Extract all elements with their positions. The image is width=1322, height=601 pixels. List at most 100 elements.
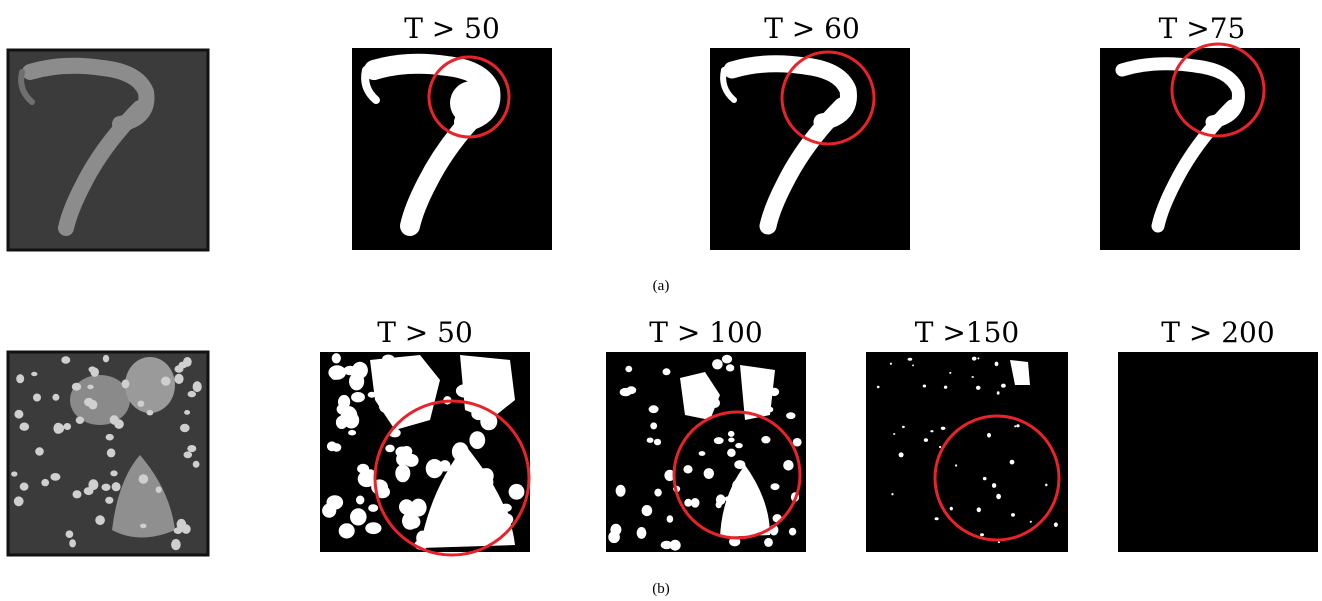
- cell-dot: [174, 527, 183, 534]
- cell-dot: [924, 438, 928, 442]
- threshold-a2: [710, 48, 910, 250]
- cell-dot: [187, 445, 196, 452]
- panel-title: T > 50: [404, 12, 500, 45]
- cell-dot: [1016, 424, 1019, 427]
- panel-title: T > 200: [1161, 316, 1274, 349]
- cell-dot: [498, 513, 513, 525]
- original-digit: [8, 50, 208, 250]
- cell-dot: [496, 385, 511, 397]
- cell-dot: [479, 491, 495, 510]
- cell-dot: [712, 359, 723, 369]
- threshold-b4: [1118, 352, 1318, 552]
- cell-dot: [50, 473, 60, 481]
- cell-dot: [714, 437, 724, 444]
- cell-dot: [358, 471, 376, 487]
- cell-dot: [625, 366, 632, 372]
- threshold-a3: [1100, 44, 1300, 250]
- cell-dot: [388, 390, 400, 402]
- cell-dot: [33, 394, 41, 402]
- cell-dot: [761, 436, 770, 443]
- panel-title: T > 50: [377, 316, 473, 349]
- cell-dot: [710, 398, 720, 408]
- cell-dot: [41, 479, 49, 486]
- cell-dot: [998, 541, 1000, 543]
- cell-dot: [385, 445, 394, 453]
- cell-dot: [771, 483, 780, 490]
- panel-title: T >75: [1159, 12, 1246, 45]
- cell-dot: [11, 471, 17, 476]
- cell-dot: [332, 443, 342, 451]
- cell-dot: [983, 477, 987, 480]
- cell-dot: [20, 423, 30, 431]
- cell-dot: [1010, 460, 1015, 465]
- cell-dot: [616, 485, 626, 497]
- cell-dot: [743, 383, 753, 394]
- cell-dot: [941, 427, 946, 430]
- cell-dot: [184, 410, 190, 415]
- cell-dot: [112, 482, 121, 491]
- cell-dot: [465, 529, 480, 545]
- cell-dot: [351, 392, 365, 402]
- cell-dot: [746, 521, 756, 531]
- cell-dot: [14, 496, 24, 506]
- cell-dot: [663, 368, 671, 375]
- cell-dot: [171, 539, 181, 550]
- cell-dot: [61, 356, 70, 363]
- cell-dot: [767, 377, 773, 382]
- cell-dot: [87, 385, 93, 390]
- cell-dot: [179, 362, 188, 369]
- cell-dot: [88, 479, 98, 490]
- cell-dot: [174, 374, 183, 384]
- cell-dot: [642, 505, 653, 516]
- cell-dot: [14, 410, 23, 419]
- cell-dot: [767, 407, 774, 413]
- cell-dot: [365, 522, 381, 534]
- cell-dot: [647, 438, 654, 443]
- cell-dot: [650, 422, 657, 429]
- cell-dot: [331, 371, 340, 380]
- cell-dot: [469, 431, 485, 449]
- cell-dot: [1054, 522, 1058, 527]
- cell-dot: [69, 539, 76, 547]
- panel-title: T > 100: [649, 316, 762, 349]
- cell-dot: [987, 433, 991, 438]
- cell-dot: [156, 486, 162, 493]
- cell-dot: [891, 493, 893, 495]
- cell-dot: [122, 379, 130, 388]
- cell-dot: [464, 465, 479, 476]
- cell-dot: [992, 483, 996, 488]
- cell-dot: [500, 504, 512, 512]
- cell-dot: [382, 355, 394, 364]
- cell-dot: [416, 531, 428, 546]
- threshold-a1: [352, 48, 552, 250]
- cell-dot: [509, 484, 525, 500]
- cell-dot: [764, 538, 773, 547]
- cell-dot: [935, 517, 939, 520]
- cell-dot: [972, 357, 977, 361]
- threshold-b3: [866, 352, 1068, 552]
- cell-dot: [939, 446, 941, 448]
- cell-dot: [327, 495, 344, 509]
- cell-dot: [73, 490, 82, 498]
- cell-dot: [725, 496, 732, 501]
- cell-dot: [161, 377, 171, 386]
- cell-dot: [728, 438, 734, 443]
- cell-dot: [727, 449, 736, 457]
- cell-dot: [950, 507, 953, 511]
- cell-dot: [649, 405, 659, 413]
- cell-dot: [103, 355, 109, 362]
- cell-dot: [184, 451, 193, 458]
- cell-dot: [480, 468, 494, 484]
- cell-dot: [140, 524, 147, 529]
- cell-dot: [350, 508, 367, 525]
- cell-dot: [732, 480, 743, 493]
- cell-dot: [114, 419, 124, 429]
- cell-dot: [428, 527, 442, 541]
- figure: T > 50 T > 60 T >75 (a) T > 50 T > 100 T…: [0, 0, 1322, 601]
- cell-dot: [722, 355, 732, 364]
- cell-dot: [107, 448, 116, 457]
- cell-dot: [1014, 425, 1016, 427]
- cell-dot: [188, 391, 196, 397]
- cell-dot: [976, 386, 981, 390]
- original-cells: [8, 352, 208, 555]
